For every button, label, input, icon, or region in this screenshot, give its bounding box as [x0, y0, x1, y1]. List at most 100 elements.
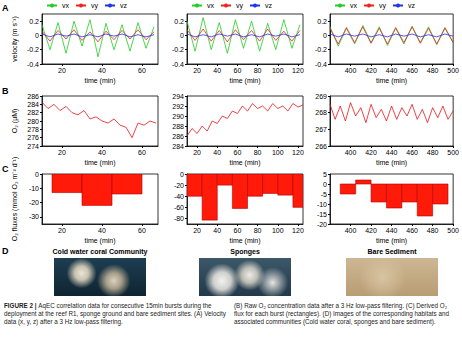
svg-text:100: 100	[272, 67, 284, 74]
svg-text:440: 440	[386, 149, 398, 156]
svg-text:-20: -20	[29, 199, 39, 206]
svg-text:420: 420	[365, 227, 377, 234]
svg-text:-0.2: -0.2	[27, 46, 39, 53]
svg-text:120: 120	[292, 67, 304, 74]
svg-text:vz: vz	[408, 2, 416, 9]
svg-text:40: 40	[98, 149, 106, 156]
svg-text:0: 0	[180, 32, 184, 39]
svg-text:480: 480	[427, 149, 439, 156]
svg-text:276: 276	[27, 134, 39, 141]
svg-text:278: 278	[27, 126, 39, 133]
svg-text:60: 60	[234, 67, 242, 74]
svg-text:-0.4: -0.4	[315, 61, 327, 68]
svg-text:time (min): time (min)	[84, 77, 115, 85]
svg-text:440: 440	[386, 67, 398, 74]
svg-text:282: 282	[27, 109, 39, 116]
svg-text:20: 20	[58, 67, 66, 74]
svg-text:460: 460	[406, 67, 418, 74]
svg-text:time (min): time (min)	[84, 159, 115, 167]
svg-text:460: 460	[406, 227, 418, 234]
svg-text:100: 100	[272, 149, 284, 156]
svg-text:-0.2: -0.2	[315, 46, 327, 53]
svg-text:500: 500	[447, 149, 459, 156]
svg-text:-15: -15	[317, 211, 327, 218]
svg-text:40: 40	[213, 67, 221, 74]
svg-text:-5: -5	[321, 191, 327, 198]
svg-text:280: 280	[27, 118, 39, 125]
svg-text:400: 400	[345, 149, 357, 156]
svg-text:20: 20	[193, 67, 201, 74]
svg-text:-30: -30	[29, 213, 39, 220]
svg-text:60: 60	[138, 227, 146, 234]
svg-text:time (min): time (min)	[376, 237, 407, 245]
svg-text:40: 40	[213, 227, 221, 234]
svg-text:-0.2: -0.2	[172, 46, 184, 53]
svg-text:60: 60	[138, 149, 146, 156]
svg-text:time (min): time (min)	[84, 237, 115, 245]
svg-text:60: 60	[234, 149, 242, 156]
svg-text:286: 286	[27, 93, 39, 100]
svg-text:O₂ (µM): O₂ (µM)	[11, 109, 19, 134]
svg-text:0.2: 0.2	[174, 18, 184, 25]
svg-text:80: 80	[254, 149, 262, 156]
svg-text:-80: -80	[174, 215, 184, 222]
svg-text:-10: -10	[317, 201, 327, 208]
svg-text:-60: -60	[174, 204, 184, 211]
svg-text:284: 284	[172, 143, 184, 150]
svg-text:267: 267	[315, 126, 327, 133]
svg-text:-0.4: -0.4	[27, 61, 39, 68]
svg-text:500: 500	[447, 67, 459, 74]
svg-text:120: 120	[292, 149, 304, 156]
svg-text:60: 60	[234, 227, 242, 234]
svg-text:20: 20	[58, 149, 66, 156]
svg-text:480: 480	[427, 227, 439, 234]
svg-text:0: 0	[35, 32, 39, 39]
svg-text:vx: vx	[350, 2, 358, 9]
svg-text:O₂ fluxes (mmol O₂ m⁻² d⁻¹): O₂ fluxes (mmol O₂ m⁻² d⁻¹)	[11, 157, 19, 242]
svg-text:40: 40	[98, 67, 106, 74]
svg-text:400: 400	[345, 227, 357, 234]
svg-text:velocity (m s⁻¹): velocity (m s⁻¹)	[11, 16, 19, 62]
svg-text:0: 0	[180, 171, 184, 178]
svg-text:vx: vx	[207, 2, 215, 9]
svg-text:284: 284	[27, 101, 39, 108]
svg-text:vz: vz	[120, 2, 128, 9]
svg-text:time (min): time (min)	[376, 77, 407, 85]
svg-text:vx: vx	[62, 2, 70, 9]
svg-text:294: 294	[172, 93, 184, 100]
svg-text:20: 20	[58, 227, 66, 234]
svg-text:0.2: 0.2	[29, 18, 39, 25]
svg-text:80: 80	[254, 227, 262, 234]
svg-text:480: 480	[427, 67, 439, 74]
svg-text:286: 286	[172, 133, 184, 140]
svg-text:0.2: 0.2	[317, 18, 327, 25]
svg-text:290: 290	[172, 113, 184, 120]
svg-text:-0.4: -0.4	[172, 61, 184, 68]
svg-text:-20: -20	[174, 182, 184, 189]
svg-text:time (min): time (min)	[229, 237, 260, 245]
svg-text:100: 100	[272, 227, 284, 234]
svg-text:60: 60	[138, 67, 146, 74]
svg-text:40: 40	[213, 149, 221, 156]
svg-text:0: 0	[35, 171, 39, 178]
svg-text:-10: -10	[29, 185, 39, 192]
svg-text:0: 0	[323, 32, 327, 39]
svg-text:vz: vz	[265, 2, 273, 9]
svg-text:time (min): time (min)	[229, 77, 260, 85]
svg-text:400: 400	[345, 67, 357, 74]
svg-text:time (min): time (min)	[229, 159, 260, 167]
svg-text:-40: -40	[174, 193, 184, 200]
svg-text:420: 420	[365, 149, 377, 156]
svg-text:80: 80	[254, 67, 262, 74]
svg-text:time (min): time (min)	[376, 159, 407, 167]
svg-text:vy: vy	[236, 2, 244, 10]
svg-text:440: 440	[386, 227, 398, 234]
svg-text:460: 460	[406, 149, 418, 156]
svg-text:268: 268	[315, 109, 327, 116]
svg-text:269: 269	[315, 93, 327, 100]
svg-text:266: 266	[315, 143, 327, 150]
svg-text:292: 292	[172, 103, 184, 110]
svg-text:40: 40	[98, 227, 106, 234]
svg-text:500: 500	[447, 227, 459, 234]
svg-text:20: 20	[193, 227, 201, 234]
